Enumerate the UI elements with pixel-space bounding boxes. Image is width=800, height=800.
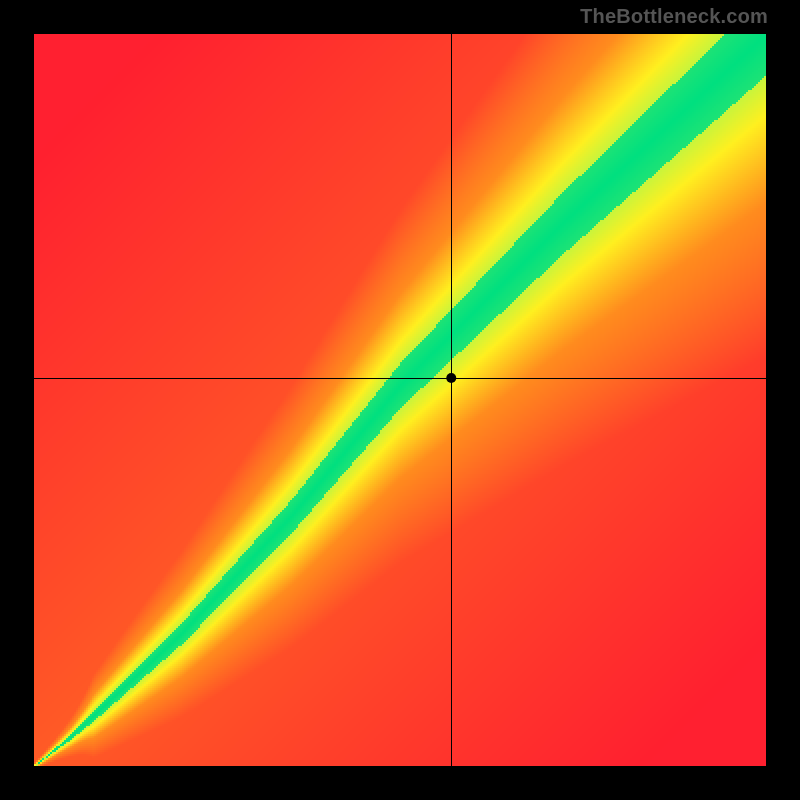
watermark-label: TheBottleneck.com <box>580 6 768 29</box>
heatmap-canvas <box>0 0 800 800</box>
root: TheBottleneck.com <box>0 0 800 800</box>
